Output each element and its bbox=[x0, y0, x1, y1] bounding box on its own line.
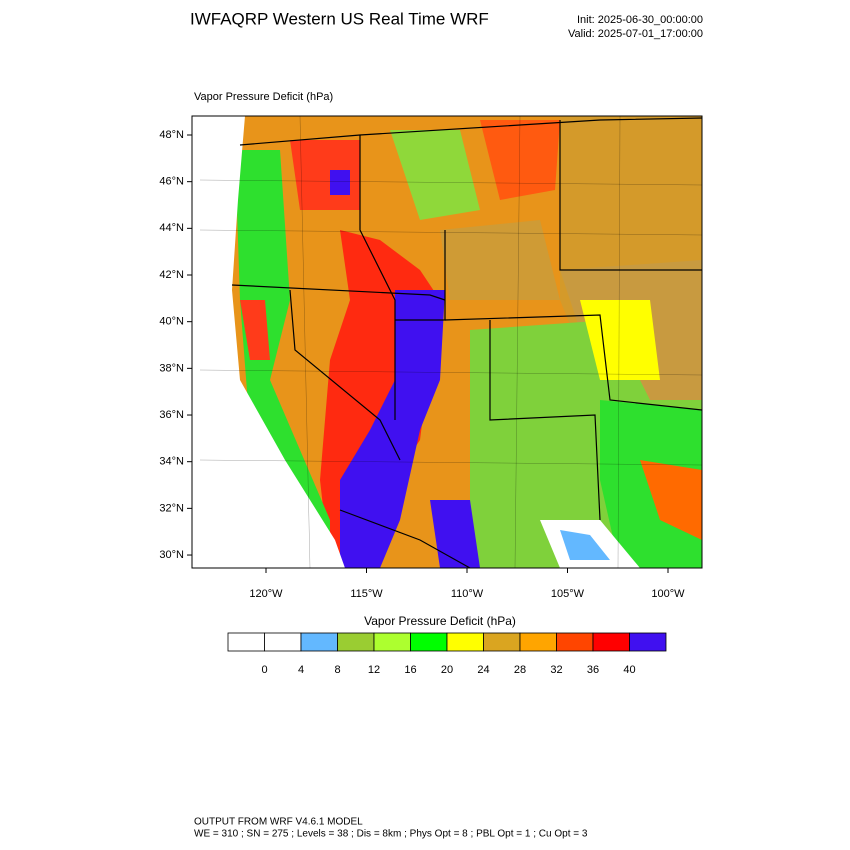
valid-time: Valid: 2025-07-01_17:00:00 bbox=[568, 28, 703, 40]
lon-label: 120°W bbox=[249, 588, 283, 600]
lat-label: 30°N bbox=[159, 549, 184, 561]
lon-label: 105°W bbox=[551, 588, 585, 600]
colorbar-box bbox=[556, 632, 594, 652]
lat-label: 46°N bbox=[159, 176, 184, 188]
lon-label: 110°W bbox=[451, 588, 484, 600]
colorbar-box bbox=[227, 632, 265, 652]
colorbar-label: 36 bbox=[587, 664, 599, 676]
lat-label: 36°N bbox=[159, 409, 184, 421]
colorbar-label: 40 bbox=[623, 664, 635, 676]
colorbar-box bbox=[300, 632, 338, 652]
title: IWFAQRP Western US Real Time WRF bbox=[190, 9, 489, 28]
map-subtitle: Vapor Pressure Deficit (hPa) bbox=[194, 91, 333, 103]
lat-label: 40°N bbox=[159, 316, 184, 328]
footer-line: WE = 310 ; SN = 275 ; Levels = 38 ; Dis … bbox=[194, 829, 588, 840]
colorbar-title: Vapor Pressure Deficit (hPa) bbox=[364, 614, 516, 628]
colorbar-label: 8 bbox=[334, 664, 340, 676]
colorbar-box bbox=[592, 632, 630, 652]
colorbar-box bbox=[483, 632, 521, 652]
colorbar-box bbox=[629, 632, 667, 652]
colorbar-label: 12 bbox=[368, 664, 380, 676]
colorbar-label: 32 bbox=[550, 664, 562, 676]
map-field bbox=[191, 115, 703, 569]
colorbar-label: 4 bbox=[298, 664, 304, 676]
lat-label: 42°N bbox=[159, 269, 184, 281]
lon-label: 115°W bbox=[350, 588, 383, 600]
lat-label: 44°N bbox=[159, 222, 184, 234]
colorbar-label: 28 bbox=[514, 664, 526, 676]
colorbar-box bbox=[446, 632, 484, 652]
colorbar-label: 0 bbox=[261, 664, 267, 676]
colorbar-box bbox=[264, 632, 302, 652]
colorbar-label: 16 bbox=[404, 664, 416, 676]
lat-label: 38°N bbox=[159, 362, 184, 374]
init-time: Init: 2025-06-30_00:00:00 bbox=[577, 14, 703, 26]
colorbar-box bbox=[519, 632, 557, 652]
footer-line: OUTPUT FROM WRF V4.6.1 MODEL bbox=[194, 817, 363, 828]
lat-label: 34°N bbox=[159, 456, 184, 468]
colorbar-box bbox=[410, 632, 448, 652]
colorbar-label: 20 bbox=[441, 664, 453, 676]
lat-label: 32°N bbox=[159, 502, 184, 514]
lat-label: 48°N bbox=[159, 129, 184, 141]
colorbar-box bbox=[337, 632, 375, 652]
colorbar-box bbox=[373, 632, 411, 652]
colorbar-label: 24 bbox=[477, 664, 489, 676]
lon-label: 100°W bbox=[651, 588, 685, 600]
